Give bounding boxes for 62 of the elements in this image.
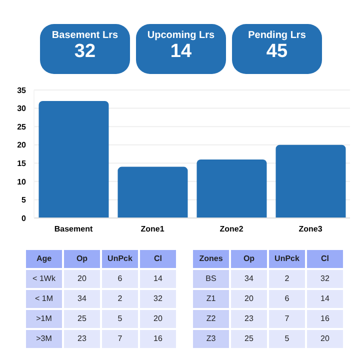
data-label: 32 bbox=[140, 290, 176, 308]
data-label: 16 bbox=[307, 310, 343, 328]
y-axis-title: Age bbox=[26, 250, 62, 268]
x-tick-label: Cl bbox=[307, 250, 343, 268]
x-tick-label: Op bbox=[231, 250, 267, 268]
x-tick-label: Zone2 bbox=[220, 224, 244, 234]
x-tick-label: Zone1 bbox=[140, 224, 165, 234]
y-tick-label: Z3 bbox=[193, 330, 229, 348]
x-tick-label: UnPck bbox=[269, 250, 305, 268]
y-tick-label: >3M bbox=[26, 330, 62, 348]
bar bbox=[118, 166, 188, 218]
data-label: 20 bbox=[140, 310, 176, 328]
y-tick-label: 20 bbox=[17, 140, 27, 150]
x-tick-label: Cl bbox=[140, 250, 176, 268]
data-label: 6 bbox=[102, 270, 138, 288]
y-tick-label: BS bbox=[193, 270, 229, 288]
data-label: 20 bbox=[64, 270, 100, 288]
data-label: 34 bbox=[231, 270, 267, 288]
y-tick-label: 30 bbox=[17, 104, 27, 114]
category-label: Basement Lrs bbox=[50, 30, 120, 41]
bar bbox=[38, 100, 109, 218]
data-label: 34 bbox=[64, 290, 100, 308]
data-label: 14 bbox=[307, 290, 343, 308]
y-tick-label: Z1 bbox=[193, 290, 229, 308]
category-label: Upcoming Lrs bbox=[146, 30, 216, 41]
bar bbox=[276, 144, 346, 218]
y-tick-label: 5 bbox=[22, 196, 27, 205]
x-tick-label: Basement bbox=[54, 224, 93, 234]
data-label: 2 bbox=[269, 270, 305, 288]
data-label: 5 bbox=[102, 310, 138, 328]
x-tick-label: UnPck bbox=[102, 250, 138, 268]
y-tick-label: 35 bbox=[17, 86, 27, 95]
y-tick-label: 25 bbox=[17, 122, 27, 132]
data-label: 32 bbox=[307, 270, 343, 288]
y-tick-label: 15 bbox=[17, 158, 27, 168]
data-label: 16 bbox=[140, 330, 176, 348]
data-label: 23 bbox=[64, 330, 100, 348]
y-tick-label: 0 bbox=[22, 214, 27, 223]
data-label: 25 bbox=[231, 330, 267, 348]
data-label: 14 bbox=[169, 41, 193, 63]
data-label: 7 bbox=[269, 310, 305, 328]
data-label: 32 bbox=[73, 41, 97, 63]
data-label: 23 bbox=[231, 310, 267, 328]
y-tick-label: Z2 bbox=[193, 310, 229, 328]
x-tick-label: Op bbox=[64, 250, 100, 268]
bar bbox=[196, 159, 267, 218]
data-label: 6 bbox=[269, 290, 305, 308]
data-label: 20 bbox=[231, 290, 267, 308]
data-label: 25 bbox=[64, 310, 100, 328]
y-tick-label: < 1Wk bbox=[26, 270, 62, 288]
data-label: 5 bbox=[269, 330, 305, 348]
data-label: 45 bbox=[265, 41, 289, 63]
data-label: 2 bbox=[102, 290, 138, 308]
y-tick-label: < 1M bbox=[26, 290, 62, 308]
y-tick-label: >1M bbox=[26, 310, 62, 328]
category-label: Pending Lrs bbox=[247, 30, 307, 41]
data-label: 20 bbox=[307, 330, 343, 348]
x-tick-label: Zone3 bbox=[298, 224, 323, 234]
y-tick-label: 10 bbox=[17, 177, 27, 186]
data-label: 7 bbox=[102, 330, 138, 348]
data-label: 14 bbox=[140, 270, 176, 288]
y-axis-title: Zones bbox=[193, 250, 229, 268]
